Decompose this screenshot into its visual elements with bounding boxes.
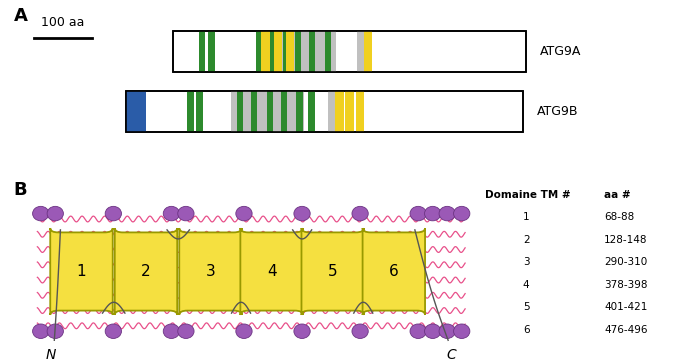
Bar <box>237 90 243 132</box>
Ellipse shape <box>47 206 63 221</box>
Bar <box>286 31 295 72</box>
Bar <box>251 90 257 132</box>
Ellipse shape <box>105 206 122 221</box>
Bar <box>126 90 146 132</box>
Text: 5: 5 <box>523 302 530 312</box>
Ellipse shape <box>33 206 49 221</box>
Bar <box>335 90 344 132</box>
Text: 68-88: 68-88 <box>604 212 635 223</box>
Ellipse shape <box>454 324 470 338</box>
Bar <box>356 90 364 132</box>
Ellipse shape <box>294 206 310 221</box>
Text: 401-421: 401-421 <box>604 302 648 312</box>
Ellipse shape <box>410 324 426 338</box>
Bar <box>364 31 372 72</box>
Bar <box>328 90 344 132</box>
Text: Domaine TM #: Domaine TM # <box>485 190 571 200</box>
Text: B: B <box>14 181 27 199</box>
Bar <box>346 90 354 132</box>
Text: 290-310: 290-310 <box>604 257 648 268</box>
Bar <box>268 31 275 72</box>
FancyBboxPatch shape <box>301 228 364 315</box>
Text: N: N <box>45 348 56 362</box>
FancyBboxPatch shape <box>240 228 303 315</box>
Text: 3: 3 <box>523 257 530 268</box>
Ellipse shape <box>105 324 122 338</box>
Ellipse shape <box>178 324 194 338</box>
Text: 1: 1 <box>523 212 530 223</box>
Bar <box>256 31 263 72</box>
Ellipse shape <box>439 324 456 338</box>
Ellipse shape <box>178 206 194 221</box>
Bar <box>274 31 282 72</box>
Text: 3: 3 <box>206 264 215 279</box>
Bar <box>281 31 335 72</box>
FancyBboxPatch shape <box>179 228 242 315</box>
FancyBboxPatch shape <box>115 228 177 315</box>
Bar <box>208 31 215 72</box>
Text: 100 aa: 100 aa <box>41 16 84 29</box>
Ellipse shape <box>439 206 456 221</box>
Bar <box>308 90 314 132</box>
Bar <box>280 90 287 132</box>
Ellipse shape <box>33 324 49 338</box>
Bar <box>173 31 526 72</box>
Bar <box>126 90 523 132</box>
Text: 5: 5 <box>328 264 337 279</box>
Ellipse shape <box>352 324 368 338</box>
Bar <box>309 31 316 72</box>
Text: 4: 4 <box>523 280 530 290</box>
Ellipse shape <box>236 324 252 338</box>
Text: C: C <box>447 348 456 362</box>
Bar <box>196 90 202 132</box>
Ellipse shape <box>163 324 179 338</box>
Bar <box>267 90 273 132</box>
Ellipse shape <box>454 206 470 221</box>
Text: 2: 2 <box>523 235 530 245</box>
FancyBboxPatch shape <box>363 228 425 315</box>
Ellipse shape <box>163 206 179 221</box>
Text: 1: 1 <box>77 264 86 279</box>
Ellipse shape <box>424 324 441 338</box>
Bar <box>297 90 303 132</box>
Bar <box>187 90 194 132</box>
Ellipse shape <box>424 206 441 221</box>
Bar <box>173 31 526 72</box>
Bar <box>282 31 289 72</box>
Bar <box>295 31 301 72</box>
Bar <box>199 31 205 72</box>
Bar <box>356 31 371 72</box>
Bar <box>231 90 304 132</box>
Text: 2: 2 <box>141 264 151 279</box>
Ellipse shape <box>47 324 63 338</box>
Ellipse shape <box>410 206 426 221</box>
Text: ATG9A: ATG9A <box>540 45 581 58</box>
Text: 4: 4 <box>267 264 276 279</box>
Text: 128-148: 128-148 <box>604 235 648 245</box>
Text: 6: 6 <box>389 264 399 279</box>
Ellipse shape <box>294 324 310 338</box>
Text: aa #: aa # <box>604 190 631 200</box>
Text: ATG9B: ATG9B <box>536 105 578 118</box>
Bar <box>126 90 523 132</box>
Bar <box>261 31 270 72</box>
Ellipse shape <box>352 206 368 221</box>
Text: A: A <box>14 7 27 25</box>
Text: 378-398: 378-398 <box>604 280 648 290</box>
Bar <box>325 31 331 72</box>
Text: 6: 6 <box>523 325 530 335</box>
FancyBboxPatch shape <box>50 228 113 315</box>
Text: 476-496: 476-496 <box>604 325 648 335</box>
Ellipse shape <box>236 206 252 221</box>
